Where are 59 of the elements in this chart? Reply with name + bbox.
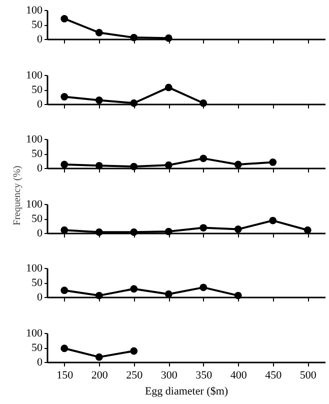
point [200,99,208,106]
y-tick-label: 50 [32,84,43,96]
point [200,154,208,162]
point [130,34,138,42]
point [130,228,138,236]
point [234,161,242,168]
x-tick-label: 500 [300,370,317,382]
y-tick-label: 100 [26,262,43,275]
x-tick-label: 150 [56,370,74,382]
point [269,216,277,224]
point [95,96,103,104]
y-tick-label: 50 [32,148,43,160]
point [60,15,68,22]
point [200,224,208,232]
point [60,226,68,234]
point [95,228,103,236]
point [95,353,103,361]
y-tick-label: 0 [37,98,43,110]
y-tick-label: 100 [26,4,43,16]
point [164,83,172,91]
x-axis-title: Egg diameter ($m) [144,386,228,398]
point [60,344,68,352]
y-tick-label: 0 [37,162,43,175]
point [130,163,138,170]
y-tick-label: 50 [32,342,43,354]
y-tick-label: 0 [37,356,43,368]
y-tick-label: 50 [32,19,43,31]
y-tick-label: 50 [32,277,43,290]
point [95,28,103,36]
point [234,292,242,300]
point [130,99,138,106]
point [164,162,172,169]
y-tick-label: 100 [26,134,43,146]
y-tick-label: 100 [26,69,43,82]
point [95,292,103,300]
y-tick-label: 100 [26,328,43,340]
point [130,286,138,293]
point [200,284,208,292]
y-tick-label: 100 [26,198,43,210]
y-tick-label: 0 [37,34,43,46]
x-tick-label: 450 [265,370,282,382]
point [164,228,172,236]
x-tick-label: 200 [91,370,108,382]
y-axis-title: Frequency (%) [12,165,23,226]
x-tick-label: 250 [126,370,144,382]
point [95,162,103,170]
point [130,347,138,355]
x-tick-label: 350 [196,370,213,382]
x-tick-label: 400 [230,370,248,382]
y-tick-label: 0 [37,227,43,240]
point [269,158,277,166]
point [234,225,242,233]
y-tick-label: 0 [37,292,43,304]
y-tick-label: 50 [32,212,43,225]
point [60,92,68,100]
x-tick-label: 300 [160,370,178,382]
point [60,287,68,294]
point [304,226,312,234]
point [60,161,68,168]
